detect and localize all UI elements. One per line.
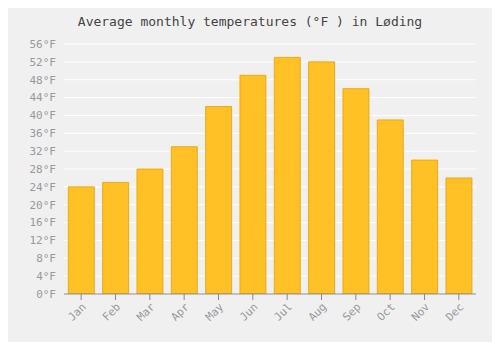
svg-text:Apr: Apr — [169, 300, 193, 324]
svg-text:8°F: 8°F — [36, 252, 56, 265]
svg-text:Dec: Dec — [443, 300, 466, 323]
svg-text:May: May — [203, 300, 227, 324]
svg-text:24°F: 24°F — [30, 181, 57, 194]
svg-text:4°F: 4°F — [36, 270, 56, 283]
svg-text:36°F: 36°F — [30, 127, 57, 140]
svg-text:Nov: Nov — [409, 300, 433, 324]
svg-text:56°F: 56°F — [30, 38, 57, 51]
html-text:Average monthly temperatures (: Average monthly temperatures (°F ) in Lø… — [77, 14, 423, 29]
svg-text:12°F: 12°F — [30, 234, 57, 247]
svg-text:Jan: Jan — [66, 300, 89, 323]
svg-text:0°F: 0°F — [36, 288, 56, 301]
svg-text:Feb: Feb — [100, 300, 123, 323]
svg-text:16°F: 16°F — [30, 216, 57, 229]
svg-text:32°F: 32°F — [30, 145, 57, 158]
svg-text:20°F: 20°F — [30, 199, 57, 212]
svg-text:48°F: 48°F — [30, 74, 57, 87]
svg-text:Sep: Sep — [340, 300, 363, 323]
svg-text:Oct: Oct — [375, 300, 398, 323]
svg-text:40°F: 40°F — [30, 109, 57, 122]
svg-text:44°F: 44°F — [30, 91, 57, 104]
svg-text:28°F: 28°F — [30, 163, 57, 176]
svg-text:Mar: Mar — [134, 300, 158, 324]
svg-text:Aug: Aug — [306, 300, 329, 323]
svg-text:Jun: Jun — [237, 300, 260, 323]
svg-text:Jul: Jul — [272, 300, 295, 323]
svg-text:52°F: 52°F — [30, 56, 57, 69]
